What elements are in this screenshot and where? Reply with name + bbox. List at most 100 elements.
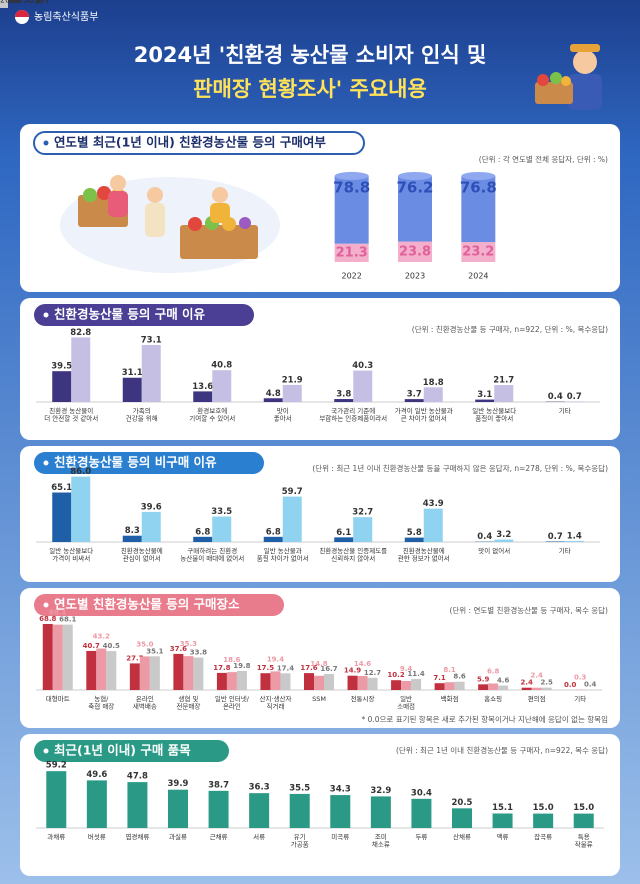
x-tick-label: 미곡류 — [331, 832, 349, 841]
bar — [334, 537, 354, 542]
section-pill — [33, 131, 365, 155]
section-pill — [34, 452, 264, 474]
section-title: 연도별 최근(1년 이내) 친환경농산물 등의 구매여부 — [54, 135, 326, 150]
x-tick-label: 친환경 농산물이 더 안전할 것 같아서 — [44, 406, 98, 422]
bar — [86, 780, 107, 828]
x-tick-label: 근채류 — [210, 833, 228, 841]
bar-segment — [461, 176, 496, 243]
value-label: 33.5 — [211, 507, 232, 517]
x-tick-label: 환경보호에 기여할 수 있어서 — [189, 406, 235, 422]
bar-segment — [334, 243, 369, 262]
value-label: 21.9 — [282, 375, 303, 385]
bar — [122, 377, 142, 402]
legend-label: 1+2+3순위 — [0, 0, 43, 5]
bar — [521, 687, 532, 690]
bar — [454, 681, 465, 690]
value-label: 21.3 — [336, 245, 368, 260]
bar — [304, 673, 314, 690]
bar — [42, 623, 53, 690]
bar-cap — [334, 171, 369, 180]
value-label: 3.1 — [477, 390, 492, 400]
value-label: 14.9 — [344, 667, 361, 675]
value-label: 59.7 — [282, 487, 303, 497]
bar-cap — [461, 172, 496, 180]
value-label: 19.8 — [233, 662, 250, 670]
x-tick-label: 구매하려는 친환경 농산물이 매대에 없어서 — [180, 546, 244, 562]
panel — [20, 446, 620, 582]
legend-label: 1+2+3순위 — [0, 0, 43, 5]
value-label: 4.8 — [266, 389, 281, 399]
section-pill — [34, 740, 229, 762]
x-tick-label: 일반 농산물과 품질 차이가 없어서 — [257, 546, 309, 562]
bar — [71, 337, 91, 402]
ministry: 농림축산식품부 — [34, 11, 98, 23]
x-tick-label: 전통시장 — [351, 694, 375, 703]
bar — [475, 399, 495, 402]
section-pill — [34, 594, 284, 616]
bar — [334, 399, 354, 402]
value-label: 47.8 — [127, 772, 148, 782]
bar — [52, 624, 63, 690]
x-tick-label: 대형마트 — [46, 694, 70, 703]
legend-label: 2022 — [0, 0, 20, 5]
bar — [452, 808, 472, 828]
value-label: 2.4 — [530, 672, 543, 680]
x-tick-label: 2022 — [341, 272, 361, 281]
bar — [404, 537, 424, 542]
value-label: 76.8 — [460, 179, 497, 197]
bar — [353, 370, 373, 402]
panel — [20, 298, 620, 440]
value-label: 18.8 — [423, 378, 444, 388]
value-label: 6.8 — [195, 527, 210, 537]
bar-segment — [398, 241, 432, 262]
market-illustration — [60, 175, 280, 273]
value-label: 78.8 — [333, 178, 370, 196]
bar — [488, 683, 499, 690]
bar — [52, 371, 72, 402]
x-tick-label: 농협/축협 매장 — [88, 694, 114, 710]
bullet — [43, 748, 49, 754]
x-tick-label: 친환경농산물 인증제도를 신뢰하지 않아서 — [319, 546, 387, 562]
value-label: 35.0 — [136, 640, 153, 648]
value-label: 23.2 — [462, 245, 494, 260]
value-label: 9.4 — [400, 665, 413, 673]
legend-swatch — [0, 0, 8, 8]
value-label: 17.6 — [300, 664, 317, 672]
value-label: 30.4 — [411, 788, 432, 798]
value-label: 39.5 — [51, 362, 72, 372]
value-label: 35.3 — [180, 640, 197, 648]
logo-top — [15, 10, 29, 17]
value-label: 15.0 — [573, 803, 594, 813]
value-label: 5.8 — [407, 528, 422, 538]
x-tick-label: 특용 작물류 — [575, 833, 593, 848]
value-label: 21.7 — [493, 376, 514, 386]
bar — [391, 680, 402, 690]
value-label: 4.6 — [497, 677, 510, 685]
value-label: 15.1 — [492, 803, 513, 813]
legend-label: 1순위 — [0, 0, 20, 5]
x-tick-label: 일반 농산물보다 품질이 좋아서 — [472, 406, 516, 422]
section-title: 친환경농산물 등의 구매 이유 — [54, 307, 206, 322]
bar — [533, 813, 554, 828]
value-label: 18.6 — [223, 656, 240, 664]
panel — [20, 734, 620, 876]
bar — [52, 492, 72, 542]
value-label: 5.9 — [477, 675, 490, 683]
bar — [545, 541, 565, 542]
x-tick-label: 가격이 일반 농산물과 큰 차이가 없어서 — [395, 406, 453, 422]
bar — [249, 793, 270, 828]
bar — [330, 795, 351, 828]
value-label: 15.0 — [533, 803, 554, 813]
title-line: 2024년 '친환경 농산물 소비자 인식 및 — [134, 43, 487, 67]
x-tick-label: 서류 — [253, 832, 265, 841]
x-tick-label: SSM — [312, 695, 326, 703]
legend-label: 구매한 적 없다 — [0, 0, 50, 5]
bar — [86, 650, 97, 690]
bar — [280, 673, 291, 690]
value-label: 27.7 — [126, 654, 143, 662]
value-label: 11.4 — [407, 670, 424, 678]
value-label: 59.2 — [46, 761, 67, 771]
x-tick-label: 일반 인터넷/온라인 — [215, 694, 250, 710]
bar — [226, 672, 237, 690]
bar — [106, 651, 117, 690]
